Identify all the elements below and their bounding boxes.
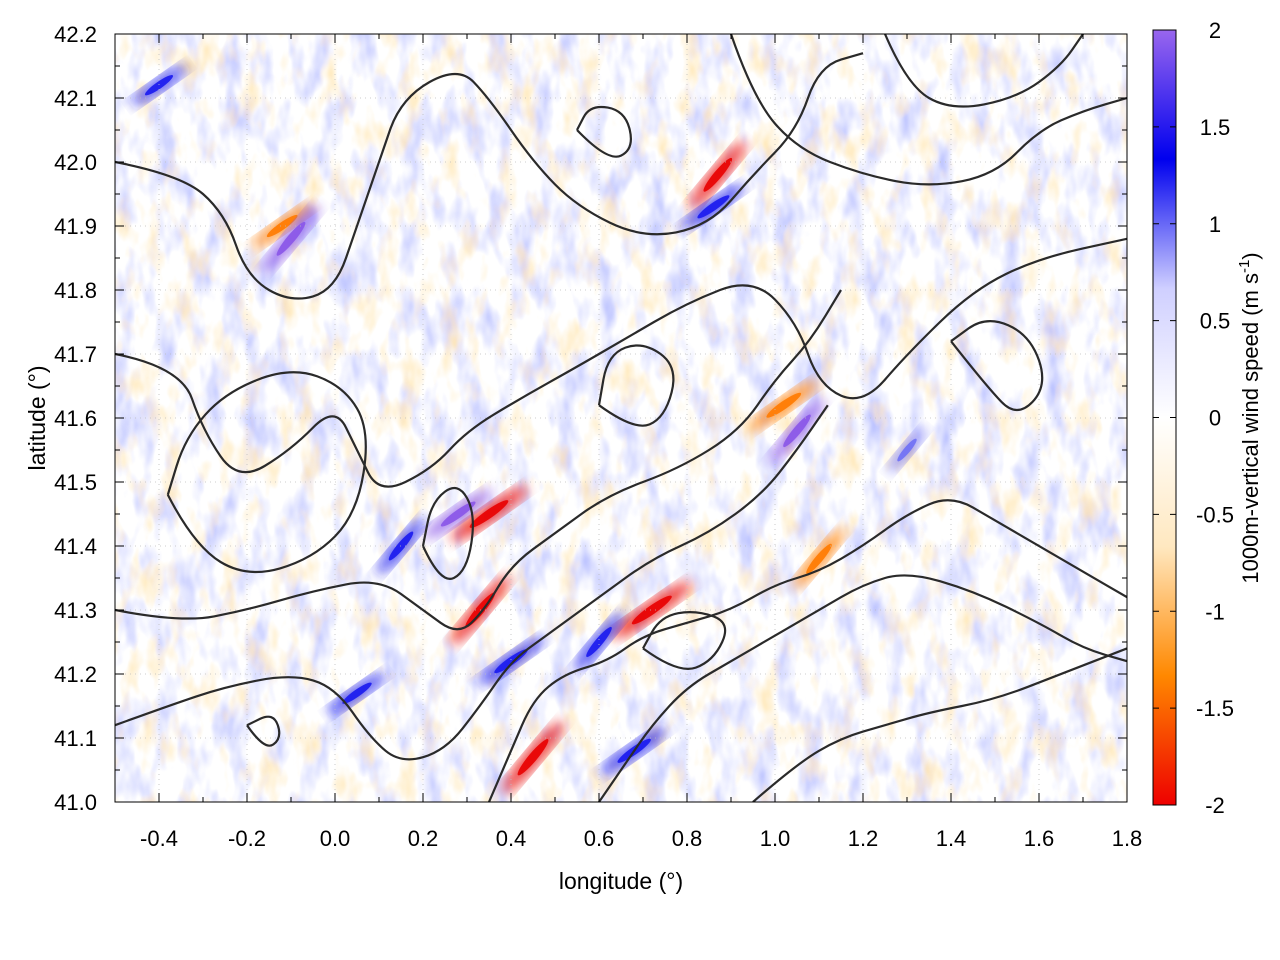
contour-line — [642, 611, 727, 670]
colorbar-tick-label: 0.5 — [1200, 309, 1231, 334]
contour-line — [729, 34, 1127, 186]
wind-feature-core — [783, 414, 811, 448]
colorbar-tick-label: 0 — [1209, 406, 1221, 431]
x-tick-label: 1.2 — [848, 826, 879, 851]
colorbar-tick-label: -1 — [1205, 599, 1225, 624]
x-tick-label: 0.8 — [672, 826, 703, 851]
y-tick-label: 42.1 — [54, 86, 97, 111]
colorbar-label-main: 1000m-vertical wind speed (m s — [1238, 273, 1263, 584]
x-tick-label: 1.0 — [760, 826, 791, 851]
x-tick-label: 1.8 — [1112, 826, 1143, 851]
colorbar-label-superscript: -1 — [1236, 260, 1253, 273]
wind-feature-core — [703, 157, 733, 192]
y-tick-label: 42.0 — [54, 150, 97, 175]
contour-line — [115, 404, 829, 761]
wind-feature-core — [144, 75, 174, 96]
x-tick-label: 0.0 — [320, 826, 351, 851]
colorbar-tick-label: -1.5 — [1196, 696, 1234, 721]
wind-feature-core — [586, 626, 612, 658]
wind-feature-core — [697, 195, 730, 219]
x-tick-label: 0.2 — [408, 826, 439, 851]
y-tick-label: 41.5 — [54, 470, 97, 495]
contour-line — [487, 499, 1127, 802]
wind-feature-core — [631, 595, 672, 625]
colorbar-ticks — [1153, 29, 1176, 806]
x-tick-label: -0.2 — [228, 826, 266, 851]
x-tick-label: 1.6 — [1024, 826, 1055, 851]
y-tick-label: 41.9 — [54, 214, 97, 239]
contour-line — [576, 105, 632, 158]
colorbar-tick-labels: 2 1.5 1 0.5 0 -0.5 -1 -1.5 -2 — [1196, 18, 1234, 818]
y-tick-label: 41.7 — [54, 342, 97, 367]
x-tick-label: 0.4 — [496, 826, 527, 851]
colorbar: 2 1.5 1 0.5 0 -0.5 -1 -1.5 -2 1000m-vertical win… — [1152, 18, 1263, 818]
wind-feature-core — [469, 500, 509, 528]
contour-line — [115, 237, 1127, 488]
wind-feature-core — [517, 739, 549, 776]
x-tick-labels: -0.4 -0.2 0.0 0.2 0.4 0.6 0.8 1.0 1.2 1.4 1.6 1.8 — [140, 826, 1142, 851]
wind-feature-core — [276, 221, 306, 256]
contour-line — [421, 486, 474, 580]
contour-lines — [115, 34, 1127, 802]
y-tick-labels: 41.0 41.1 41.2 41.3 41.4 41.5 41.6 41.7 41.8 41.9… — [54, 22, 97, 815]
y-axis-label: latitude (°) — [24, 365, 50, 470]
contour-line — [752, 647, 1127, 802]
wind-feature-core — [766, 392, 802, 418]
colorbar-label-suffix: ) — [1238, 252, 1263, 259]
y-tick-label: 41.3 — [54, 598, 97, 623]
y-tick-label: 41.8 — [54, 278, 97, 303]
y-tick-label: 41.1 — [54, 726, 97, 751]
contour-line — [115, 52, 864, 300]
colorbar-tick-label: 1 — [1209, 212, 1221, 237]
wind-feature-core — [806, 543, 832, 574]
contour-line — [246, 715, 281, 747]
wind-feature-core — [342, 682, 372, 704]
contour-line — [166, 371, 367, 574]
x-axis-label: longitude (°) — [559, 868, 683, 894]
y-tick-label: 41.4 — [54, 534, 97, 559]
x-tick-label: 1.4 — [936, 826, 967, 851]
colorbar-label: 1000m-vertical wind speed (m s-1) — [1236, 252, 1263, 583]
y-tick-label: 41.0 — [54, 790, 97, 815]
contour-line — [598, 574, 1127, 802]
contour-line — [883, 34, 1084, 108]
contour-line — [597, 344, 675, 427]
y-tick-label: 41.2 — [54, 662, 97, 687]
colorbar-tick-label: 2 — [1209, 18, 1221, 43]
wind-feature-core — [440, 501, 476, 527]
x-tick-label: -0.4 — [140, 826, 178, 851]
colorbar-tick-label: -0.5 — [1196, 502, 1234, 527]
wind-feature-core — [897, 438, 917, 462]
x-tick-label: 0.6 — [584, 826, 615, 851]
contour-line — [115, 289, 842, 631]
y-tick-label: 42.2 — [54, 22, 97, 47]
contour-line — [950, 320, 1044, 412]
wind-feature-core — [266, 214, 298, 238]
plot-area — [114, 33, 1128, 803]
colorbar-tick-label: -2 — [1205, 793, 1225, 818]
wind-features — [130, 64, 927, 794]
axis-ticks — [114, 33, 1128, 803]
colorbar-tick-label: 1.5 — [1200, 115, 1231, 140]
y-tick-label: 41.6 — [54, 406, 97, 431]
